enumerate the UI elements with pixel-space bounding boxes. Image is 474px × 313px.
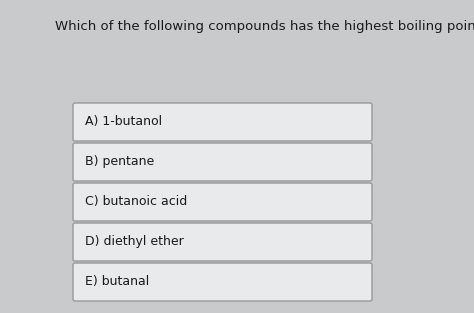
FancyBboxPatch shape	[73, 223, 372, 261]
Text: A) 1-butanol: A) 1-butanol	[85, 115, 162, 129]
Text: B) pentane: B) pentane	[85, 156, 154, 168]
Text: C) butanoic acid: C) butanoic acid	[85, 196, 187, 208]
Text: Which of the following compounds has the highest boiling point?: Which of the following compounds has the…	[55, 20, 474, 33]
FancyBboxPatch shape	[73, 183, 372, 221]
FancyBboxPatch shape	[73, 263, 372, 301]
FancyBboxPatch shape	[73, 143, 372, 181]
Text: D) diethyl ether: D) diethyl ether	[85, 235, 184, 249]
FancyBboxPatch shape	[73, 103, 372, 141]
Text: E) butanal: E) butanal	[85, 275, 149, 289]
